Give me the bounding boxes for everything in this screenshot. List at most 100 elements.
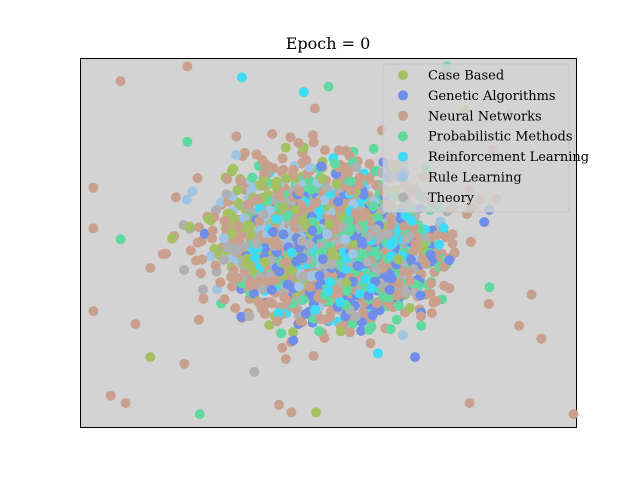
data-point — [286, 247, 297, 258]
data-point — [371, 298, 382, 309]
data-point — [249, 366, 260, 377]
legend-label: Case Based — [428, 69, 504, 84]
legend-marker — [398, 110, 408, 121]
data-point — [514, 320, 525, 331]
data-point — [406, 215, 417, 226]
data-point — [346, 177, 357, 187]
data-point — [373, 213, 383, 224]
data-point — [425, 249, 436, 260]
data-point — [266, 284, 277, 295]
data-point — [314, 270, 325, 281]
data-point — [216, 197, 227, 208]
data-point — [182, 136, 193, 147]
data-point — [260, 243, 270, 254]
data-point — [273, 308, 284, 318]
data-point — [305, 281, 316, 292]
data-point — [415, 290, 426, 301]
data-point — [364, 158, 375, 169]
data-point — [222, 174, 233, 185]
data-point — [278, 201, 289, 212]
data-point — [259, 257, 270, 267]
data-point — [397, 330, 408, 340]
data-point — [289, 204, 300, 215]
data-point — [378, 292, 388, 303]
data-point — [195, 268, 206, 279]
data-point — [218, 254, 229, 265]
data-point — [218, 233, 229, 244]
data-point — [232, 221, 243, 232]
data-point — [306, 184, 317, 195]
data-point — [219, 215, 230, 226]
data-point — [447, 238, 458, 249]
data-point — [269, 238, 279, 248]
data-point — [404, 231, 415, 242]
data-point — [88, 182, 99, 193]
data-point — [251, 238, 262, 249]
data-point — [187, 186, 198, 197]
data-point — [274, 190, 285, 201]
data-point — [280, 354, 291, 364]
data-point — [228, 163, 239, 174]
data-point — [333, 196, 344, 207]
data-point — [405, 275, 415, 286]
data-point — [298, 294, 308, 305]
data-point — [267, 226, 278, 237]
data-point — [170, 192, 181, 203]
data-point — [323, 81, 334, 92]
data-point — [392, 290, 403, 301]
legend-label: Reinforcement Learning — [428, 150, 589, 165]
data-point — [345, 185, 356, 196]
data-point — [366, 283, 377, 294]
data-point — [145, 262, 156, 273]
data-point — [258, 209, 269, 220]
data-point — [385, 239, 396, 250]
data-point — [241, 259, 252, 270]
data-point — [278, 229, 289, 240]
data-point — [226, 242, 237, 253]
data-point — [105, 390, 116, 401]
data-point — [367, 310, 378, 321]
data-point — [285, 132, 296, 143]
data-point — [239, 213, 250, 224]
data-point — [330, 224, 341, 235]
data-point — [311, 197, 322, 208]
data-point — [393, 278, 404, 289]
data-point — [416, 320, 427, 331]
data-point — [277, 342, 288, 353]
data-point — [259, 167, 270, 178]
data-point — [161, 248, 171, 259]
data-point — [360, 207, 371, 218]
data-point — [251, 194, 262, 205]
data-point — [348, 249, 358, 259]
data-point — [406, 254, 416, 265]
legend-label: Theory — [428, 191, 475, 206]
data-point — [322, 229, 333, 240]
data-point — [296, 235, 307, 246]
data-point — [420, 258, 431, 269]
data-point — [374, 232, 385, 243]
data-point — [358, 189, 369, 200]
data-point — [354, 172, 365, 183]
data-point — [307, 225, 318, 236]
data-point — [297, 253, 308, 264]
data-point — [393, 254, 404, 265]
data-point — [281, 173, 292, 184]
data-point — [207, 225, 218, 236]
data-point — [404, 303, 415, 313]
data-point — [145, 352, 156, 363]
data-point — [247, 172, 258, 183]
data-point — [249, 288, 259, 299]
data-point — [432, 229, 443, 240]
data-point — [203, 213, 214, 224]
data-point — [342, 286, 353, 296]
data-point — [326, 259, 337, 270]
data-point — [309, 103, 320, 114]
data-point — [257, 283, 268, 294]
data-point — [167, 233, 177, 244]
data-point — [236, 311, 247, 322]
data-point — [298, 87, 309, 98]
data-point — [235, 176, 246, 187]
data-point — [207, 233, 218, 244]
data-point — [434, 239, 445, 250]
